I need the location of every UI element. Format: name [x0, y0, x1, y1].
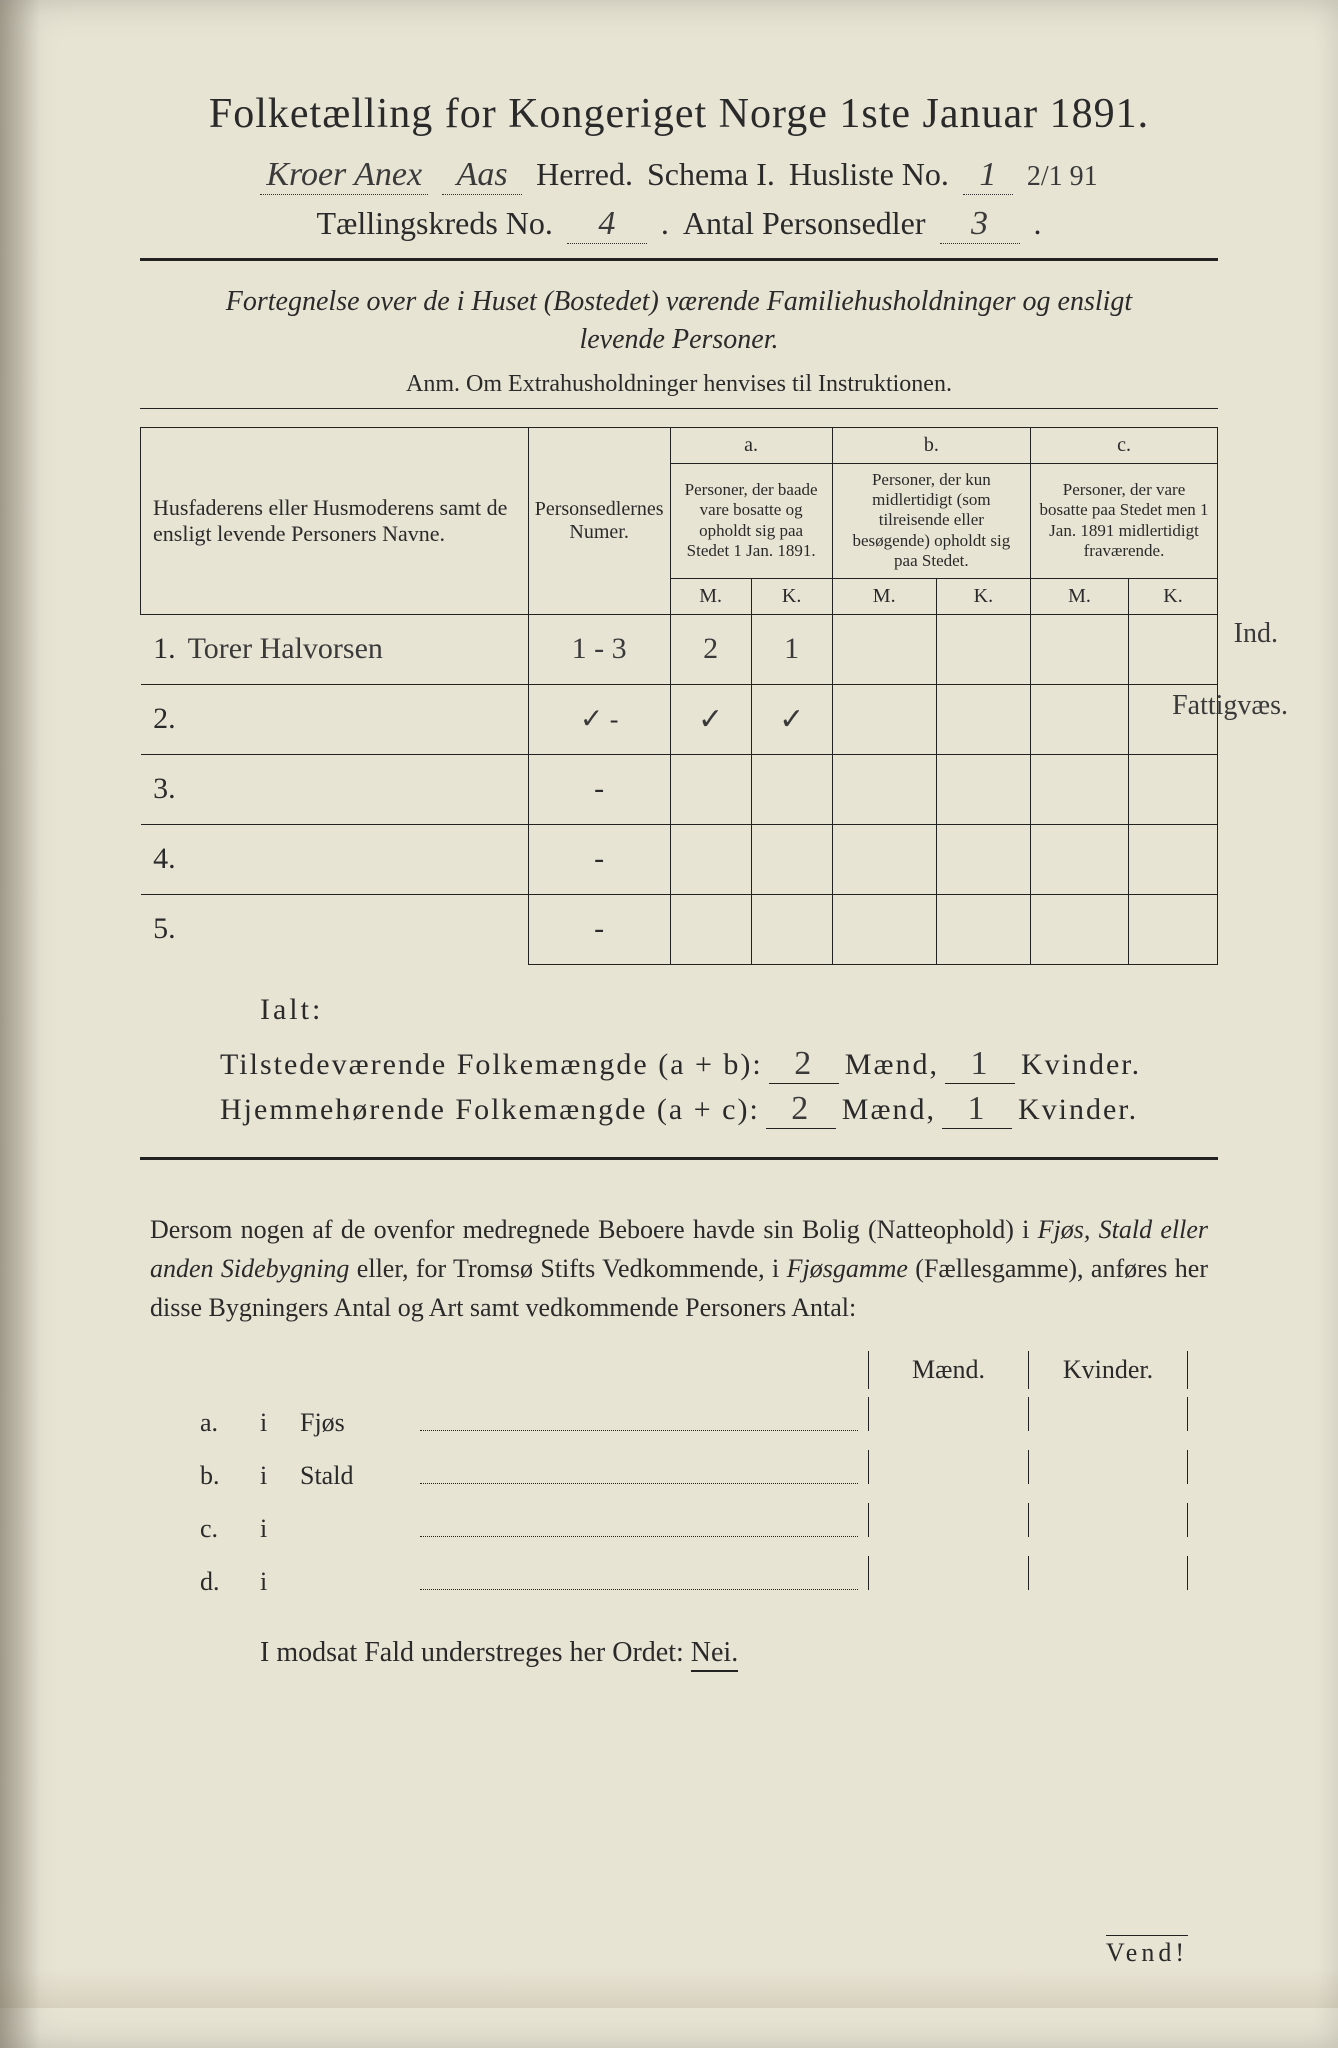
col-c-top: c.: [1031, 427, 1218, 463]
husliste-no: 1: [963, 156, 1013, 195]
table-row: 3. -: [141, 754, 1218, 824]
col-c-m: M.: [1031, 578, 1129, 614]
col-b-top: b.: [832, 427, 1030, 463]
antal-no: 3: [940, 205, 1020, 244]
mk-header: Mænd. Kvinder.: [140, 1351, 1188, 1389]
col-a: Personer, der baade vare bosatte og opho…: [670, 463, 832, 578]
date-field: 2/1 91: [1027, 161, 1098, 193]
anm-note: Anm. Om Extrahusholdninger henvises til …: [140, 371, 1218, 398]
table-body: 1. Torer Halvorsen 1 - 3 2 1 2. ✓ - ✓ ✓: [141, 614, 1218, 964]
divider-thin: [140, 408, 1218, 409]
margin-note-2: Fattigvæs.: [1172, 690, 1288, 722]
kreds-label: Tællingskreds No.: [316, 205, 552, 242]
maend-head: Mænd.: [868, 1351, 1028, 1389]
table-row: 2. ✓ - ✓ ✓: [141, 684, 1218, 754]
herred-field: Aas: [442, 156, 522, 195]
col-a-m: M.: [670, 578, 751, 614]
divider: [140, 1157, 1218, 1160]
place-field: Kroer Anex: [260, 156, 428, 195]
sum-line-1: Tilstedeværende Folkemængde (a + b): 2 M…: [220, 1045, 1218, 1084]
col-b: Personer, der kun midlertidigt (som tilr…: [832, 463, 1030, 578]
table-row: 4. -: [141, 824, 1218, 894]
sum-2-k: 1: [942, 1090, 1012, 1129]
herred-label: Herred.: [536, 156, 633, 193]
col-b-k: K.: [936, 578, 1030, 614]
sum-line-2: Hjemmehørende Folkemængde (a + c): 2 Mæn…: [220, 1090, 1218, 1129]
list-row-a: a. i Fjøs: [200, 1397, 1188, 1438]
margin-note-1: Ind.: [1234, 618, 1278, 650]
schema-label: Schema I.: [647, 156, 775, 193]
page-title: Folketælling for Kongeriget Norge 1ste J…: [140, 90, 1218, 138]
nei-line: I modsat Fald understreges her Ordet: Ne…: [260, 1637, 1218, 1669]
list-row-b: b. i Stald: [200, 1450, 1188, 1491]
col-a-k: K.: [751, 578, 832, 614]
header-line-3: Tællingskreds No. 4 . Antal Personsedler…: [140, 205, 1218, 244]
building-list: a. i Fjøs b. i Stald c. i d. i: [200, 1397, 1188, 1597]
table-row: 1. Torer Halvorsen 1 - 3 2 1: [141, 614, 1218, 684]
nei-word: Nei.: [691, 1637, 738, 1672]
paragraph: Dersom nogen af de ovenfor medregnede Be…: [150, 1210, 1208, 1327]
antal-label: Antal Personsedler: [683, 205, 926, 242]
col-name: Husfaderens eller Husmoderens samt de en…: [141, 427, 529, 614]
divider: [140, 258, 1218, 261]
subheading: Fortegnelse over de i Huset (Bostedet) v…: [200, 283, 1158, 359]
census-form-page: Folketælling for Kongeriget Norge 1ste J…: [0, 0, 1338, 2048]
sum-1-k: 1: [945, 1045, 1015, 1084]
col-b-m: M.: [832, 578, 936, 614]
col-c-k: K.: [1129, 578, 1218, 614]
kvinder-head: Kvinder.: [1028, 1351, 1188, 1389]
sum-2-m: 2: [766, 1090, 836, 1129]
ialt-label: Ialt:: [260, 993, 1218, 1027]
kreds-no: 4: [567, 205, 647, 244]
husliste-label: Husliste No.: [789, 156, 949, 193]
col-a-top: a.: [670, 427, 832, 463]
header-line-2: Kroer Anex Aas Herred. Schema I. Huslist…: [140, 156, 1218, 195]
sum-1-m: 2: [769, 1045, 839, 1084]
table-row: 5. -: [141, 894, 1218, 964]
list-row-d: d. i: [200, 1556, 1188, 1597]
vend-label: Vend!: [1106, 1935, 1188, 1968]
paper-edge: [0, 1968, 1338, 2008]
main-table: Husfaderens eller Husmoderens samt de en…: [140, 427, 1218, 965]
name-cell: Torer Halvorsen: [184, 614, 529, 684]
col-c: Personer, der vare bosatte paa Stedet me…: [1031, 463, 1218, 578]
list-row-c: c. i: [200, 1503, 1188, 1544]
col-num: Personsedlernes Numer.: [528, 427, 670, 614]
